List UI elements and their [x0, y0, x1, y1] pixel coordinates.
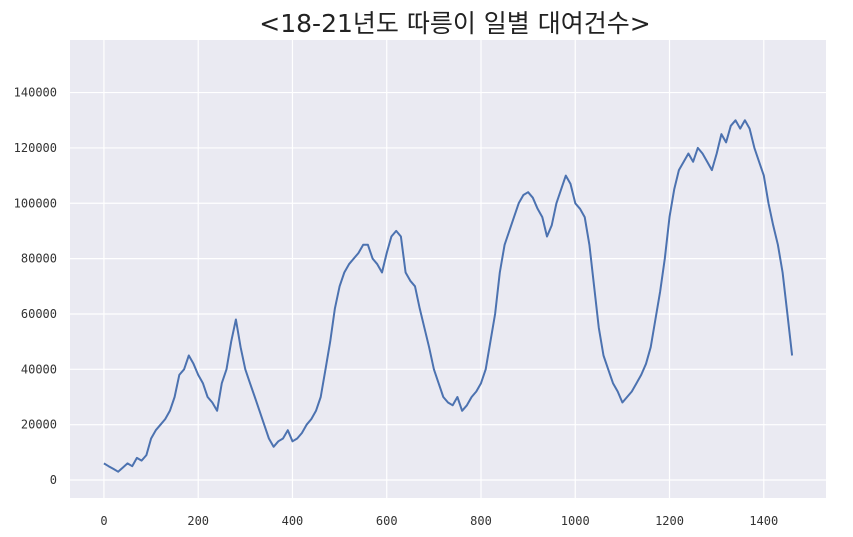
y-tick-label: 60000	[21, 307, 57, 321]
y-tick-label: 20000	[21, 418, 57, 432]
y-axis-ticks: 0 20000 40000 60000 80000 100000 120000 140000	[14, 86, 57, 487]
y-tick-label: 140000	[14, 86, 57, 100]
x-tick-label: 0	[100, 514, 107, 528]
y-tick-label: 120000	[14, 141, 57, 155]
y-tick-label: 0	[50, 473, 57, 487]
x-tick-label: 1000	[561, 514, 590, 528]
x-tick-label: 200	[187, 514, 209, 528]
x-tick-label: 800	[470, 514, 492, 528]
x-tick-label: 1200	[655, 514, 684, 528]
x-tick-label: 400	[282, 514, 304, 528]
x-tick-label: 600	[376, 514, 398, 528]
chart-title: <18-21년도 따릉이 일별 대여건수>	[259, 9, 650, 38]
y-tick-label: 40000	[21, 362, 57, 376]
x-axis-ticks: 0 200 400 600 800 1000 1200 1400	[100, 514, 778, 528]
series-line	[103, 119, 794, 473]
y-tick-label: 80000	[21, 252, 57, 266]
plot-area	[70, 40, 826, 498]
y-tick-label: 100000	[14, 196, 57, 210]
x-tick-label: 1400	[749, 514, 778, 528]
